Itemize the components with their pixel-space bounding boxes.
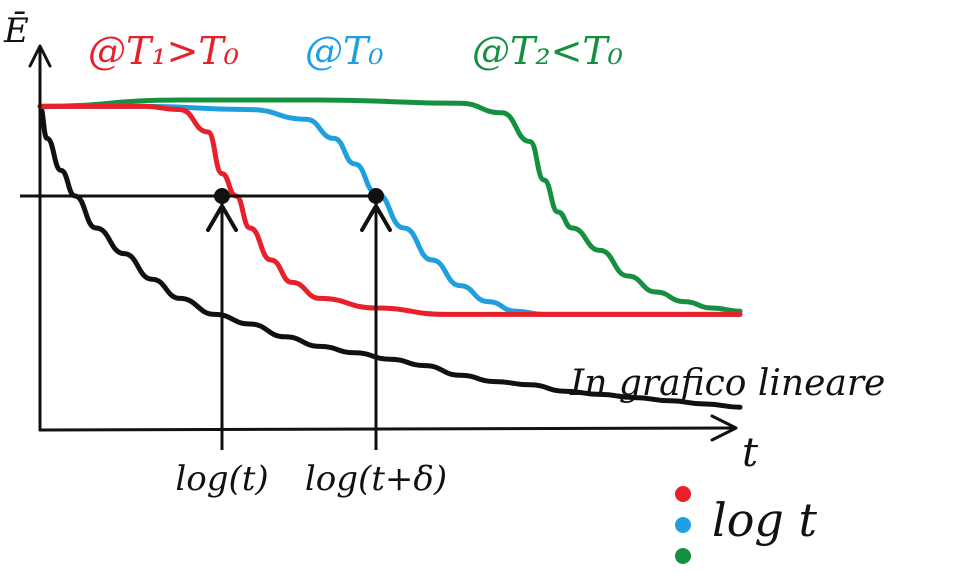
series-line-2 [37,97,743,314]
series-line-3 [37,103,743,410]
legend-dot-blue [675,517,691,533]
x-axis [38,426,737,432]
marker-point-1 [368,188,384,204]
legend-title-t1: @T₁>T₀ [88,29,239,73]
legend-dots-label: log t [712,493,817,547]
legend-title-t2: @T₂<T₀ [472,29,623,73]
annotation-linear: In grafico lineare [569,363,885,404]
y-axis-label: Ē [3,11,29,51]
x-axis-label: t [742,430,759,476]
marker-label-0: log(t) [175,459,268,499]
legend: @T₁>T₀ @T₀ @T₂<T₀ log t [88,29,817,564]
legend-dot-green [675,548,691,564]
legend-title-t0: @T₀ [305,29,384,73]
marker-label-1: log(t+δ) [305,459,447,499]
reference-lines: log(t) log(t+δ) [20,188,447,499]
axes: Ē t [3,11,759,476]
series-line-1 [37,103,743,317]
series-lines [37,97,743,410]
x-axis-arrow [710,414,738,442]
marker-point-0 [214,188,230,204]
marker-arrow-1 [360,202,392,232]
y-axis-arrow [28,44,52,68]
series-line-0 [37,103,743,317]
legend-dot-red [675,486,691,502]
marker-arrow-0 [206,202,238,232]
